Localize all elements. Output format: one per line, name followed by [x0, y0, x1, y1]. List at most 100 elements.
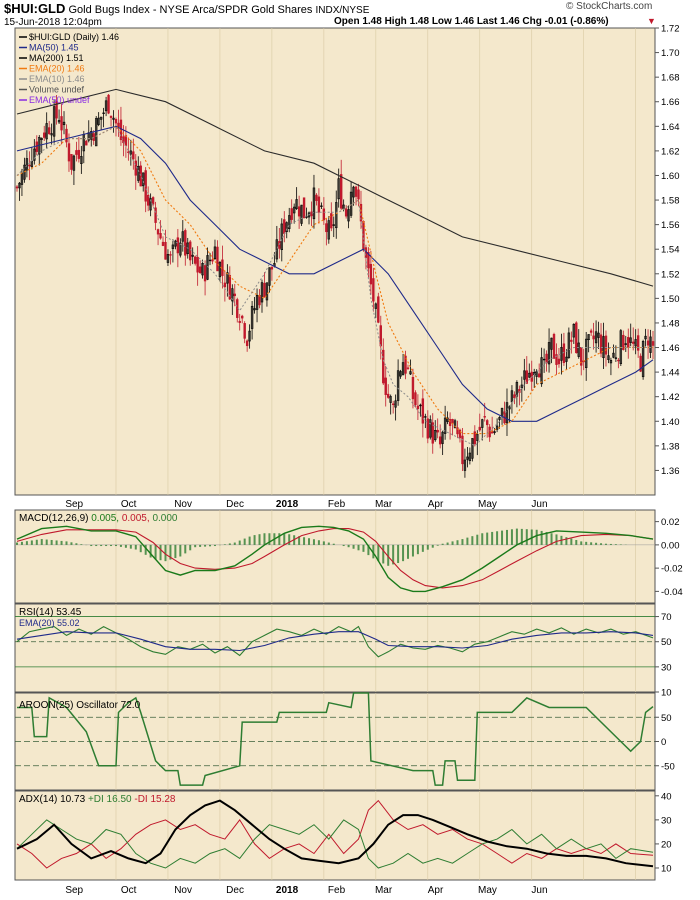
- candle-body: [156, 229, 160, 235]
- candle-body: [577, 342, 580, 357]
- candle-body: [203, 265, 207, 282]
- x-axis-label-bottom: Apr: [428, 885, 444, 896]
- candle-body: [260, 282, 264, 303]
- candle-body: [592, 335, 595, 340]
- candle-body: [231, 288, 234, 302]
- macd-histogram-bar: [124, 544, 127, 548]
- macd-histogram-bar: [144, 544, 147, 555]
- adx-tick-label: 20: [661, 839, 672, 850]
- macd-histogram-bar: [327, 542, 330, 545]
- macd-histogram-bar: [55, 540, 58, 545]
- candle-body: [57, 120, 61, 123]
- candle-body: [283, 219, 286, 234]
- candle-body: [310, 211, 313, 217]
- candle-body: [612, 352, 615, 358]
- candle-body: [528, 372, 531, 378]
- macd-histogram-bar: [416, 544, 419, 555]
- candle-body: [438, 436, 442, 445]
- macd-histogram-bar: [283, 533, 286, 545]
- candle-body: [520, 384, 524, 389]
- candle-body: [505, 402, 509, 424]
- macd-histogram-bar: [263, 533, 266, 545]
- candle-body: [265, 282, 269, 301]
- symbol-label: $HUI:GLD: [4, 1, 66, 16]
- x-axis-label-bottom: Mar: [375, 885, 393, 896]
- candle-body: [391, 403, 395, 405]
- candle-body: [617, 359, 620, 362]
- candle-body: [23, 164, 26, 180]
- macd-histogram-bar: [75, 543, 78, 545]
- candle-body: [478, 426, 481, 431]
- candle-body: [325, 223, 328, 233]
- rsi-legend: RSI(14) 53.45: [19, 607, 82, 618]
- candle-body: [193, 256, 197, 264]
- candle-body: [270, 266, 274, 270]
- candle-body: [151, 197, 155, 205]
- x-axis-label-bottom: Sep: [65, 885, 83, 896]
- macd-histogram-bar: [595, 542, 598, 545]
- candle-body: [92, 133, 95, 141]
- candle-body: [312, 187, 316, 220]
- candle-body: [201, 262, 204, 276]
- adx-legend-part: -DI 15.28: [134, 794, 176, 805]
- candle-body: [431, 422, 434, 444]
- macd-histogram-bar: [199, 544, 202, 547]
- candle-body: [317, 196, 321, 213]
- macd-histogram-bar: [298, 536, 301, 545]
- macd-histogram-bar: [431, 544, 434, 548]
- candle-body: [394, 400, 397, 408]
- candle-body: [411, 376, 415, 400]
- rsi-ema-legend: EMA(20) 55.02: [19, 618, 80, 628]
- candle-body: [382, 349, 385, 384]
- macd-legend-part: MACD(12,26,9): [19, 513, 91, 524]
- candle-body: [636, 335, 640, 351]
- adx-tick-label: 10: [661, 863, 672, 874]
- x-axis-label-top: Apr: [428, 499, 444, 510]
- macd-histogram-bar: [105, 544, 108, 547]
- x-axis-label-top: Jun: [531, 499, 547, 510]
- macd-histogram-bar: [16, 542, 18, 545]
- candle-body: [513, 394, 516, 399]
- macd-histogram-bar: [40, 539, 43, 545]
- x-axis-label-top: Nov: [174, 499, 192, 510]
- candle-body: [349, 191, 353, 216]
- macd-histogram-bar: [50, 539, 53, 545]
- rsi-line: [16, 625, 654, 658]
- macd-histogram-bar: [204, 544, 207, 547]
- candle-body: [243, 323, 246, 339]
- candle-body: [369, 264, 373, 285]
- candle-body: [216, 246, 219, 272]
- candle-body: [453, 420, 457, 429]
- candle-body: [258, 295, 261, 306]
- candle-body: [421, 398, 425, 424]
- candle-body: [255, 294, 259, 310]
- macd-histogram-bar: [510, 529, 513, 545]
- macd-histogram-bar: [590, 542, 593, 545]
- candle-body: [537, 373, 541, 378]
- candle-body: [416, 405, 420, 410]
- candle-body: [594, 331, 598, 344]
- candle-body: [184, 230, 187, 256]
- macd-histogram-bar: [228, 543, 231, 545]
- candle-body: [139, 165, 142, 187]
- series-line-ma200: [16, 88, 654, 287]
- macd-histogram-bar: [411, 544, 414, 557]
- candle-body: [339, 174, 343, 209]
- aroon-tick-label: 50: [661, 713, 672, 724]
- candle-body: [639, 355, 642, 372]
- candle-body: [347, 209, 350, 222]
- x-axis-label-bottom: Feb: [328, 885, 346, 896]
- legend-ema20: EMA(20) 1.46: [29, 64, 85, 74]
- macd-histogram-bar: [114, 544, 117, 547]
- candle-body: [40, 138, 43, 140]
- candle-body: [250, 305, 254, 329]
- adx-legend-part: ADX(14) 10.73: [19, 794, 88, 805]
- candle-body: [456, 427, 459, 435]
- candle-body: [161, 241, 165, 246]
- candle-body: [15, 186, 19, 189]
- macd-histogram-bar: [446, 542, 449, 545]
- candle-body: [419, 404, 422, 407]
- x-axis-label-top: Dec: [226, 499, 244, 510]
- candle-body: [567, 332, 571, 358]
- candle-body: [651, 341, 655, 346]
